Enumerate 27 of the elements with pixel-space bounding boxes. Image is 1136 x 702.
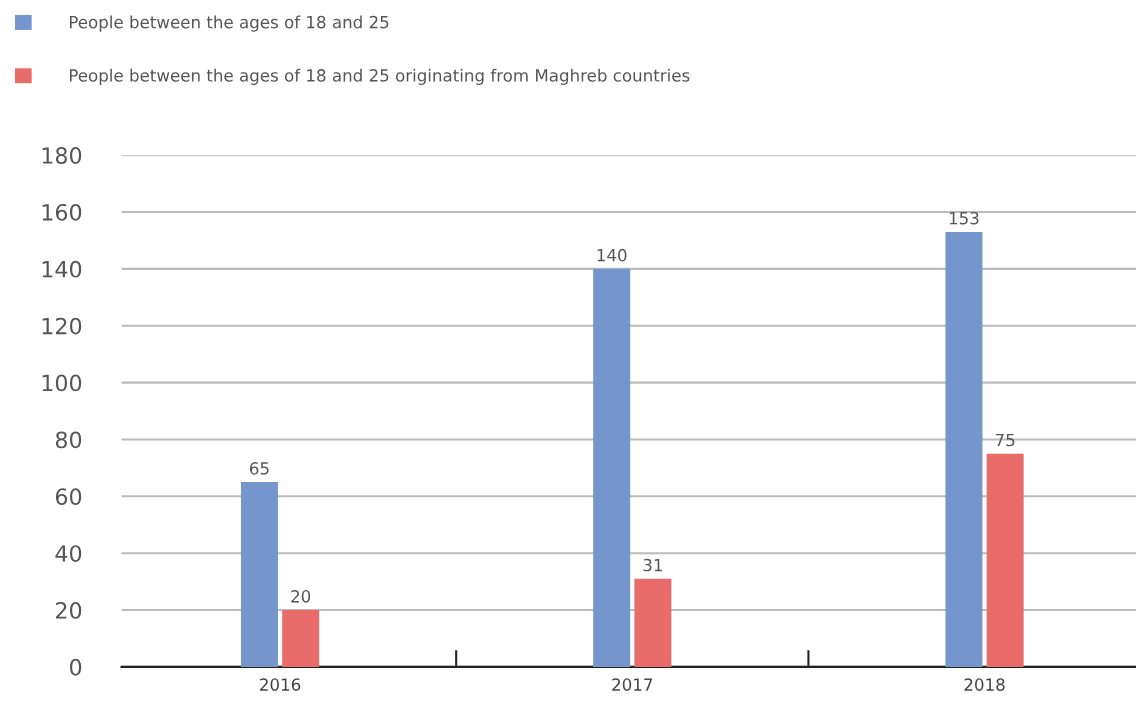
y-tick-label: 20 bbox=[56, 601, 82, 619]
bar bbox=[282, 610, 320, 667]
y-tick-label: 120 bbox=[42, 317, 82, 335]
y-tick-label: 40 bbox=[55, 545, 82, 562]
y-tick-label: 180 bbox=[42, 147, 82, 164]
bar bbox=[945, 231, 983, 667]
data-label: 140 bbox=[597, 248, 627, 262]
x-tick-label: 2016 bbox=[260, 678, 301, 691]
bar bbox=[240, 482, 278, 667]
y-tick-label: 100 bbox=[42, 374, 82, 392]
data-label: 153 bbox=[949, 211, 979, 225]
x-tick-label: 2018 bbox=[964, 678, 1005, 691]
legend-label: People between the ages of 18 and 25 originating from Maghreb countries bbox=[69, 68, 690, 85]
bar bbox=[593, 268, 631, 667]
legend-label: People between the ages of 18 and 25 bbox=[69, 15, 389, 32]
data-label: 20 bbox=[291, 590, 311, 603]
data-label: 31 bbox=[643, 558, 662, 572]
bar bbox=[634, 578, 672, 667]
bar bbox=[986, 453, 1024, 667]
data-label: 65 bbox=[250, 462, 269, 475]
x-tick-label: 2017 bbox=[612, 678, 653, 691]
data-label: 75 bbox=[995, 433, 1015, 447]
y-tick-label: 0 bbox=[69, 658, 82, 676]
y-tick-label: 60 bbox=[55, 488, 82, 506]
y-tick-label: 160 bbox=[42, 203, 82, 221]
y-tick-label: 140 bbox=[42, 260, 82, 278]
y-tick-label: 80 bbox=[55, 431, 82, 449]
